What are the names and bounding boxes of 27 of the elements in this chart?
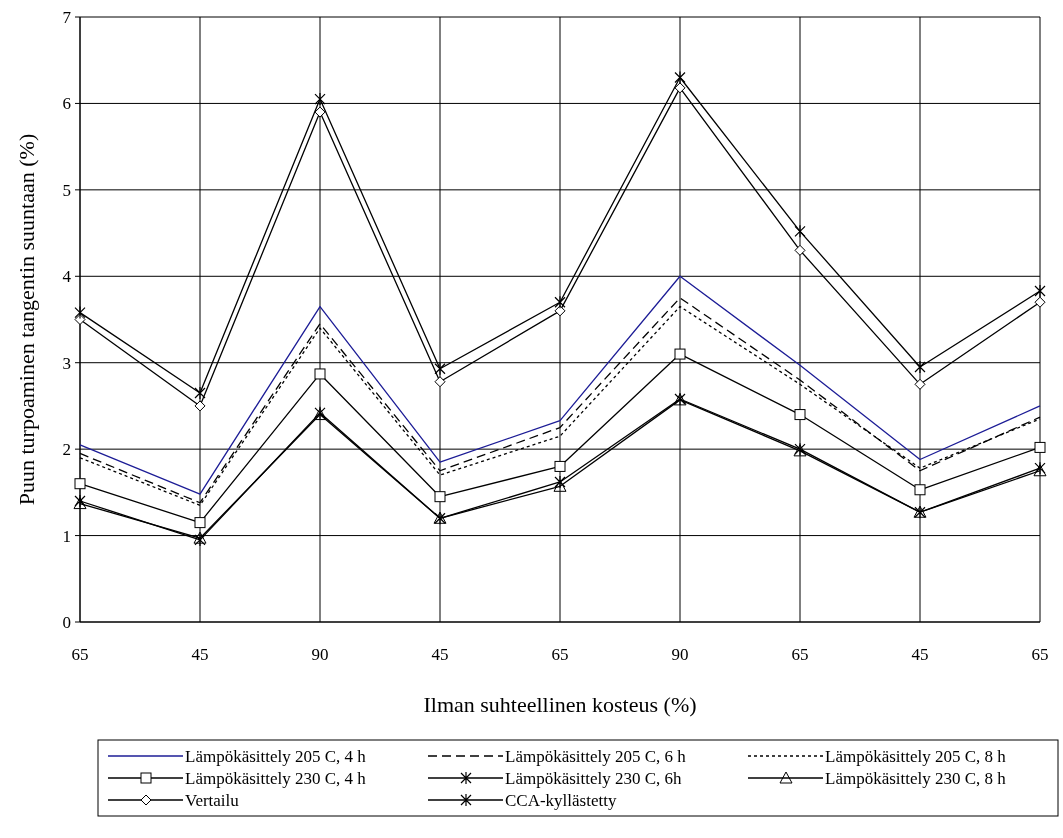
legend-label: Lämpökäsittely 230 C, 6h bbox=[505, 768, 683, 788]
x-tick-label: 65 bbox=[71, 645, 89, 664]
y-tick-label: 2 bbox=[62, 440, 71, 460]
x-tick-label: 45 bbox=[911, 645, 929, 664]
x-axis-title: Ilman suhteellinen kosteus (%) bbox=[423, 692, 697, 717]
x-tick-label: 65 bbox=[791, 645, 809, 664]
y-axis-title: Puun turpoaminen tangentin suuntaan (%) bbox=[14, 133, 39, 506]
x-tick-label: 90 bbox=[671, 645, 689, 664]
legend-label: Vertailu bbox=[185, 790, 240, 810]
legend-label: Lämpökäsittely 205 C, 8 h bbox=[825, 746, 1007, 766]
y-tick-label: 7 bbox=[62, 7, 72, 27]
y-tick-label: 4 bbox=[62, 267, 72, 287]
y-tick-label: 1 bbox=[62, 526, 71, 546]
legend-label: Lämpökäsittely 205 C, 6 h bbox=[505, 746, 687, 766]
legend-label: Lämpökäsittely 230 C, 8 h bbox=[825, 768, 1007, 788]
x-tick-label: 45 bbox=[191, 645, 209, 664]
x-tick-label: 65 bbox=[1031, 645, 1049, 664]
x-tick-label: 90 bbox=[311, 645, 329, 664]
y-tick-label: 3 bbox=[62, 353, 71, 373]
legend-label: CCA-kyllästetty bbox=[505, 790, 617, 810]
legend-label: Lämpökäsittely 205 C, 4 h bbox=[185, 746, 367, 766]
y-tick-label: 0 bbox=[62, 612, 71, 632]
x-tick-label: 45 bbox=[431, 645, 449, 664]
y-tick-label: 6 bbox=[62, 94, 71, 114]
y-tick-label: 5 bbox=[62, 180, 71, 200]
legend-label: Lämpökäsittely 230 C, 4 h bbox=[185, 768, 367, 788]
x-tick-label: 65 bbox=[551, 645, 569, 664]
